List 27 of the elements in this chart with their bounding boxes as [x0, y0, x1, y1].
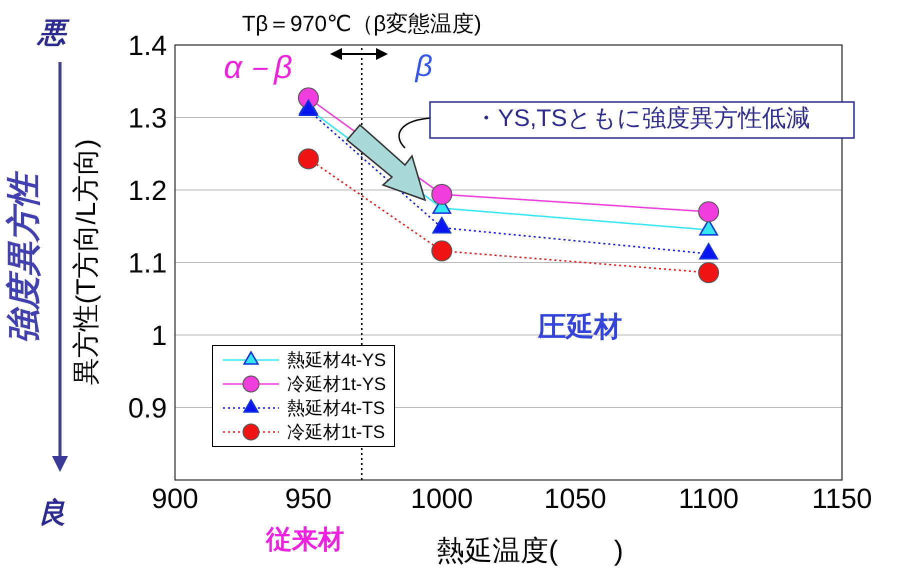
text: 従来材	[265, 524, 344, 554]
ref-line-label: Tβ＝970℃（β変態温度)	[242, 11, 482, 36]
x-tick-label: 900	[152, 482, 198, 514]
y-tick-label: 0.9	[128, 392, 167, 424]
legend-label: 熱延材4t-YS	[287, 349, 386, 372]
x-axis-title: 熱延温度( )	[436, 535, 624, 566]
y-tick-label: 1	[151, 320, 167, 351]
y-tick-label: 1.4	[128, 30, 167, 61]
x-tick-label: 1100	[678, 482, 739, 514]
x-tick-label: 1000	[410, 482, 473, 514]
legend-label: 熱延材4t-TS	[287, 397, 386, 420]
annotation: ・YS,TSともに強度異方性低減	[474, 105, 810, 132]
y-tick-label: 1.1	[128, 247, 167, 278]
annotation: 圧延材	[537, 311, 622, 342]
annotation: α－β	[224, 49, 292, 85]
annotation: β	[414, 50, 433, 83]
legend-label: 冷延材1t-TS	[287, 421, 386, 444]
y-axis-title: 異方性(T方向/L方向)	[71, 139, 101, 385]
x-tick-label: 950	[285, 482, 332, 514]
y-tick-label: 1.3	[128, 102, 167, 134]
text: 良	[38, 497, 66, 528]
y-tick-label: 1.2	[128, 174, 167, 206]
x-tick-label: 1050	[544, 482, 606, 514]
x-tick-label: 1150	[812, 482, 872, 514]
text: 悪	[36, 17, 70, 48]
text: 強度異方性	[5, 170, 43, 344]
legend-label: 冷延材1t-YS	[287, 373, 386, 396]
